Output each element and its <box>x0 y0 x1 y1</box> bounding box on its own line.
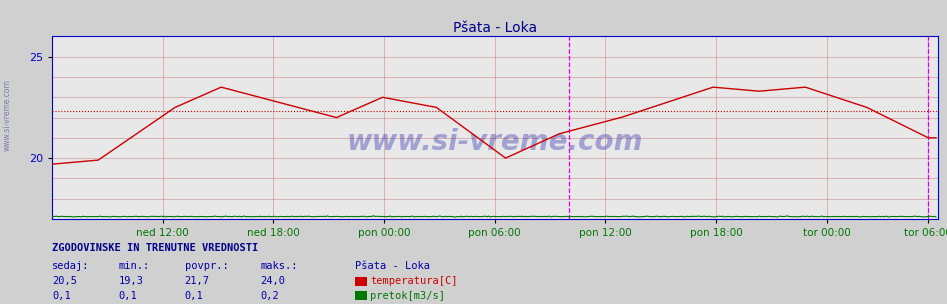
Text: pretok[m3/s]: pretok[m3/s] <box>370 291 445 301</box>
Text: Pšata - Loka: Pšata - Loka <box>355 261 430 271</box>
Title: Pšata - Loka: Pšata - Loka <box>453 21 537 35</box>
Text: www.si-vreme.com: www.si-vreme.com <box>347 128 643 156</box>
Text: temperatura[C]: temperatura[C] <box>370 276 457 286</box>
Text: ZGODOVINSKE IN TRENUTNE VREDNOSTI: ZGODOVINSKE IN TRENUTNE VREDNOSTI <box>52 243 259 253</box>
Text: www.si-vreme.com: www.si-vreme.com <box>3 80 12 151</box>
Text: 24,0: 24,0 <box>260 276 285 286</box>
Text: 21,7: 21,7 <box>185 276 209 286</box>
Text: maks.:: maks.: <box>260 261 298 271</box>
Text: 20,5: 20,5 <box>52 276 77 286</box>
Text: 0,2: 0,2 <box>260 291 279 301</box>
Text: 0,1: 0,1 <box>52 291 71 301</box>
Text: 19,3: 19,3 <box>118 276 143 286</box>
Text: 0,1: 0,1 <box>118 291 137 301</box>
Text: sedaj:: sedaj: <box>52 261 90 271</box>
Text: povpr.:: povpr.: <box>185 261 228 271</box>
Text: min.:: min.: <box>118 261 150 271</box>
Text: 0,1: 0,1 <box>185 291 204 301</box>
